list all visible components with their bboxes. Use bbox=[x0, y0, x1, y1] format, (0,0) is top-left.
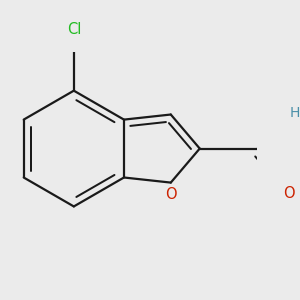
Text: Cl: Cl bbox=[67, 22, 81, 37]
Text: O: O bbox=[283, 186, 295, 201]
Text: H: H bbox=[290, 106, 300, 120]
Text: O: O bbox=[165, 187, 177, 202]
